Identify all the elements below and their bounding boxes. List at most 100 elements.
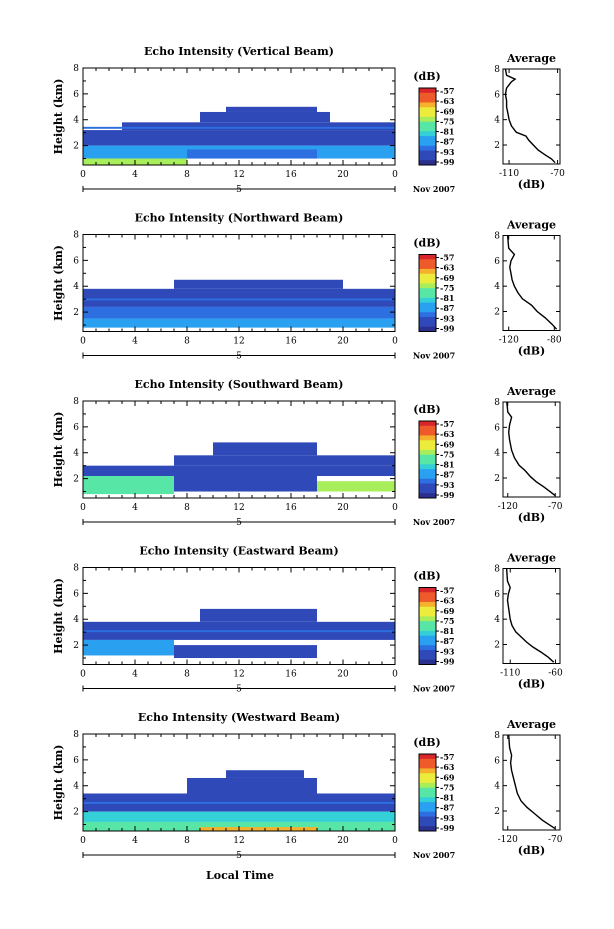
average-profile-line bbox=[506, 401, 556, 497]
y-tick-label: 2 bbox=[73, 308, 79, 318]
avg-y-tick-label: 2 bbox=[494, 641, 500, 651]
colorbar-bin bbox=[419, 792, 436, 798]
colorbar-tick-label: -75 bbox=[440, 283, 454, 293]
colorbar-bin bbox=[419, 659, 436, 665]
colorbar-bin bbox=[419, 155, 436, 161]
x-tick-label: 8 bbox=[184, 170, 190, 180]
colorbar-bin bbox=[419, 140, 436, 147]
avg-y-tick-label: 4 bbox=[494, 282, 500, 292]
avg-x-tick-label: -70 bbox=[548, 835, 563, 845]
colorbar-unit: (dB) bbox=[413, 70, 440, 83]
colorbar-tick-label: -93 bbox=[440, 646, 455, 656]
heatmap-echo-layers bbox=[83, 442, 395, 495]
colorbar-bin bbox=[419, 445, 436, 451]
colorbar-tick-label: -57 bbox=[440, 752, 454, 762]
colorbar-bin bbox=[419, 650, 436, 656]
avg-y-tick-label: 6 bbox=[494, 756, 500, 766]
colorbar-tick-label: -81 bbox=[440, 626, 454, 636]
y-tick-label: 6 bbox=[73, 90, 79, 100]
colorbar-bin bbox=[419, 317, 436, 323]
colorbar-tick-label: -63 bbox=[440, 263, 455, 273]
colorbar-tick-label: -87 bbox=[440, 470, 454, 480]
colorbar-tick-label: -81 bbox=[440, 460, 454, 470]
y-tick-label: 4 bbox=[73, 116, 79, 126]
y-tick-label: 4 bbox=[73, 615, 79, 625]
avg-y-tick-label: 4 bbox=[494, 449, 500, 459]
heatmap-layer bbox=[83, 465, 395, 477]
heatmap-layer bbox=[83, 306, 395, 319]
colorbar-tick-label: -99 bbox=[440, 157, 455, 167]
avg-y-tick-label: 8 bbox=[494, 232, 500, 242]
average-title: Average bbox=[506, 385, 556, 398]
colorbar-bin bbox=[419, 326, 436, 332]
colorbar-tick-label: -69 bbox=[440, 106, 455, 116]
x-tick-label: 12 bbox=[233, 337, 244, 347]
colorbar-bin bbox=[419, 116, 436, 123]
heatmap-layer bbox=[226, 106, 317, 112]
date-label: Nov 2007 bbox=[413, 850, 455, 860]
colorbar-bin bbox=[419, 288, 436, 294]
y-axis-label: Height (km) bbox=[52, 245, 65, 321]
colorbar-bin bbox=[419, 430, 436, 436]
colorbar-bin bbox=[419, 773, 436, 779]
y-tick-label: 4 bbox=[73, 282, 79, 292]
x-tick-label: 16 bbox=[285, 170, 297, 180]
x-tick-label: 8 bbox=[184, 836, 190, 846]
colorbar-bin bbox=[419, 259, 436, 265]
colorbar-tick-label: -57 bbox=[440, 253, 454, 263]
colorbar-bin bbox=[419, 758, 436, 765]
colorbar-tick-label: -75 bbox=[440, 116, 454, 126]
colorbar-bin bbox=[419, 754, 436, 760]
heatmap-layer bbox=[83, 288, 395, 307]
colorbar-bin bbox=[419, 469, 436, 475]
avg-x-tick-label: -80 bbox=[547, 336, 562, 346]
heatmap-layer bbox=[83, 801, 395, 804]
colorbar-bin bbox=[419, 297, 436, 304]
y-axis-label: Height (km) bbox=[52, 412, 65, 488]
colorbar-tick-label: -93 bbox=[440, 480, 455, 490]
colorbar-bin bbox=[419, 464, 436, 470]
colorbar-bin bbox=[419, 611, 436, 617]
colorbar-bin bbox=[419, 293, 436, 299]
colorbar-bin bbox=[419, 592, 436, 598]
avg-y-tick-label: 4 bbox=[494, 116, 500, 126]
avg-y-tick-label: 6 bbox=[494, 90, 500, 100]
panel-title: Echo Intensity (Eastward Beam) bbox=[139, 545, 338, 558]
heatmap-layer bbox=[317, 481, 395, 492]
average-frame bbox=[502, 568, 561, 664]
panel-1: Echo Intensity (Northward Beam) 2 4 6 8 0 4 8 12… bbox=[52, 212, 562, 362]
colorbar-bin bbox=[419, 797, 436, 803]
colorbar-tick-label: -69 bbox=[440, 439, 455, 449]
colorbar-bin bbox=[419, 121, 436, 127]
x-tick-label: 0 bbox=[392, 670, 398, 680]
colorbar-tick-label: -99 bbox=[440, 823, 455, 833]
x-tick-label: 8 bbox=[184, 337, 190, 347]
panel-title: Echo Intensity (Westward Beam) bbox=[138, 711, 340, 724]
colorbar-bin bbox=[419, 321, 436, 328]
colorbar-tick-label: -81 bbox=[440, 293, 454, 303]
y-tick-label: 8 bbox=[73, 730, 79, 740]
colorbar-bin bbox=[419, 440, 436, 446]
panel-title: Echo Intensity (Northward Beam) bbox=[135, 212, 344, 225]
heatmap-layer bbox=[200, 827, 317, 831]
colorbar-bin bbox=[419, 102, 436, 108]
colorbar-tick-label: -63 bbox=[440, 96, 455, 106]
colorbar-bin bbox=[419, 425, 436, 432]
avg-y-tick-label: 6 bbox=[494, 257, 500, 267]
date-label: Nov 2007 bbox=[413, 184, 455, 194]
x-tick-label: 4 bbox=[132, 836, 138, 846]
average-x-label: (dB) bbox=[518, 345, 545, 358]
x-tick-label: 0 bbox=[80, 836, 86, 846]
colorbar-bin bbox=[419, 821, 436, 827]
colorbar-tick-label: -87 bbox=[440, 137, 454, 147]
colorbar-bin bbox=[419, 654, 436, 661]
colorbar-bin bbox=[419, 126, 436, 132]
colorbar-unit: (dB) bbox=[413, 403, 440, 416]
colorbar-bin bbox=[419, 488, 436, 494]
colorbar-frame bbox=[418, 87, 437, 166]
colorbar-bin bbox=[419, 816, 436, 822]
heatmap-layer bbox=[122, 122, 395, 131]
colorbar-bin bbox=[419, 435, 436, 441]
avg-y-tick-label: 6 bbox=[494, 590, 500, 600]
average-frame bbox=[502, 68, 561, 165]
